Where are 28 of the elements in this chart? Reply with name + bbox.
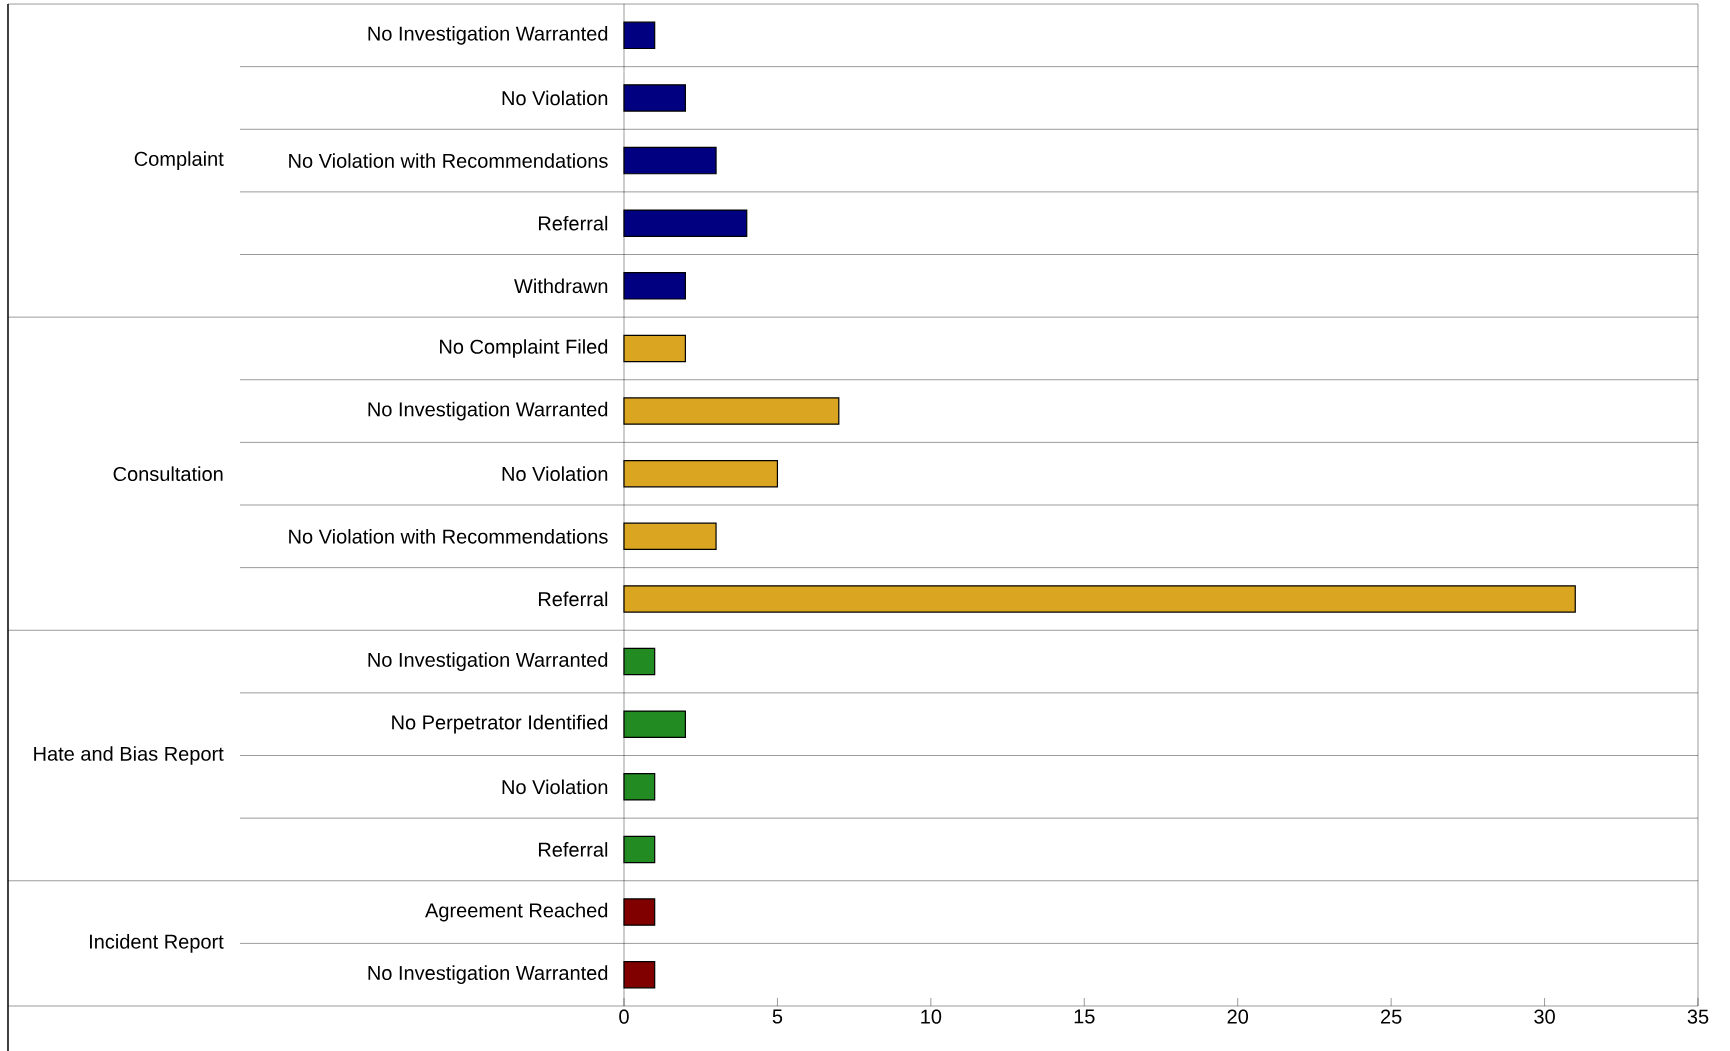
y-tick-label: No Investigation Warranted (368, 965, 608, 985)
x-tick-label: 15 (1074, 1009, 1095, 1024)
y-tick-label: No Violation with Recommendations (289, 528, 608, 544)
x-tick-label: 25 (1381, 1009, 1402, 1024)
x-tick-label: 20 (1227, 1009, 1249, 1024)
y-tick-label: Referral (538, 215, 608, 231)
text: Incident Report (90, 934, 224, 953)
y-tick-label: No Investigation Warranted (368, 401, 608, 421)
y-tick-label: No Investigation Warranted (368, 26, 608, 45)
x-tick-label: 35 (1687, 1009, 1709, 1024)
x-tick-label: 0 (619, 1009, 629, 1024)
y-tick-label: No Complaint Filed (440, 339, 608, 358)
y-tick-label: No Investigation Warranted (368, 652, 608, 671)
y-tick-label: No Perpetrator Identified (392, 714, 608, 734)
y-tick-label: Referral (538, 842, 608, 857)
y-tick-label: Withdrawn (514, 278, 608, 294)
x-tick-label: 10 (921, 1009, 942, 1024)
y-tick-label: No Violation (502, 466, 608, 482)
x-tick-label: 5 (772, 1009, 783, 1024)
x-tick-label: 30 (1534, 1009, 1555, 1024)
text: Hate and Bias Report (34, 746, 224, 765)
y-tick-label: No Violation with Recommendations (289, 153, 608, 168)
y-tick-label: No Violation (502, 779, 608, 795)
y-tick-label: Referral (538, 591, 608, 607)
text: Complaint (134, 151, 224, 170)
y-tick-label: Agreement Reached (425, 902, 608, 922)
y-tick-label: No Violation (502, 90, 608, 106)
text: Consultation (113, 466, 223, 482)
